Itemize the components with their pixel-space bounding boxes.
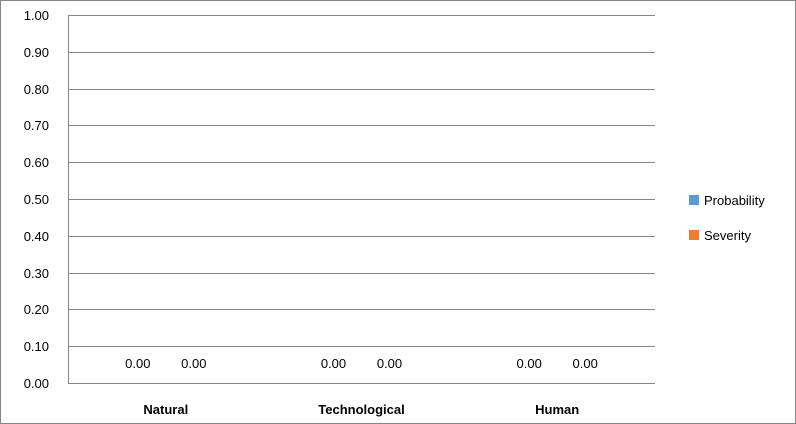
y-tick-label: 0.30 <box>24 266 49 281</box>
x-category-label: Technological <box>318 402 404 417</box>
y-tick-label: 0.50 <box>24 192 49 207</box>
y-tick-label: 0.70 <box>24 118 49 133</box>
legend: Probability Severity <box>689 193 765 243</box>
legend-swatch-probability <box>689 195 699 205</box>
legend-label-severity: Severity <box>704 228 751 243</box>
data-label: 0.00 <box>181 356 206 371</box>
y-axis-ticks: 0.00 0.10 0.20 0.30 0.40 0.50 0.60 0.70 0.80 0.90… <box>24 8 49 391</box>
y-tick-label: 0.40 <box>24 229 49 244</box>
y-tick-label: 0.10 <box>24 339 49 354</box>
y-tick-label: 0.20 <box>24 302 49 317</box>
legend-label-probability: Probability <box>704 193 765 208</box>
x-axis-categories: Natural Technological Human <box>143 402 579 417</box>
legend-swatch-severity <box>689 230 699 240</box>
x-category-label: Human <box>535 402 579 417</box>
gridlines <box>68 15 655 384</box>
y-tick-label: 0.80 <box>24 82 49 97</box>
data-label: 0.00 <box>517 356 542 371</box>
y-tick-label: 0.90 <box>24 45 49 60</box>
y-tick-label: 0.00 <box>24 376 49 391</box>
y-tick-label: 0.60 <box>24 155 49 170</box>
data-label: 0.00 <box>125 356 150 371</box>
data-labels: 0.00 0.00 0.00 0.00 0.00 0.00 <box>125 356 598 371</box>
data-label: 0.00 <box>321 356 346 371</box>
x-category-label: Natural <box>143 402 188 417</box>
data-label: 0.00 <box>377 356 402 371</box>
y-tick-label: 1.00 <box>24 8 49 23</box>
data-label: 0.00 <box>573 356 598 371</box>
